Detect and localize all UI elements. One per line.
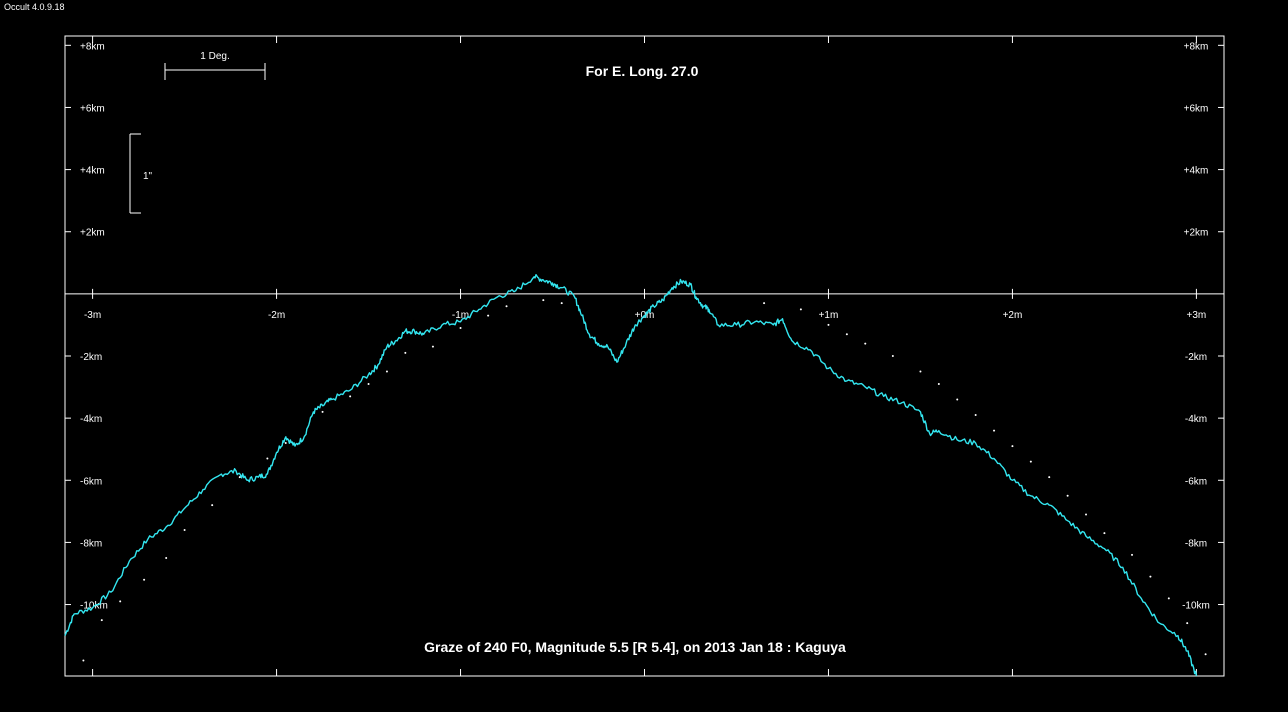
limb-dot: [993, 429, 996, 432]
limb-dot: [1204, 653, 1207, 656]
limb-dot: [937, 382, 940, 385]
y-tick-label-left: -6km: [80, 476, 102, 487]
limb-dots: [82, 299, 1207, 662]
y-tick-label-right: -8km: [1185, 538, 1207, 549]
y-tick-label-left: +2km: [80, 228, 105, 239]
limb-dot: [266, 457, 269, 460]
limb-dot: [367, 382, 370, 385]
limb-dot: [321, 410, 324, 413]
x-tick-label: +3m: [1187, 310, 1207, 321]
profile-line: [64, 274, 1198, 677]
y-tick-label-right: -6km: [1185, 476, 1207, 487]
limb-dot: [404, 351, 407, 354]
limb-dot: [487, 314, 490, 317]
y-tick-label-right: -2km: [1185, 352, 1207, 363]
limb-dot: [974, 414, 977, 417]
limb-dot: [1149, 575, 1152, 578]
y-tick-label-left: +4km: [80, 166, 105, 177]
limb-dot: [1131, 553, 1134, 556]
chart-title: For E. Long. 27.0: [586, 63, 699, 79]
y-tick-label-right: -10km: [1182, 601, 1210, 612]
axes-layer: [64, 35, 1225, 677]
y-tick-label-right: -4km: [1185, 414, 1207, 425]
limb-dot: [385, 370, 388, 373]
limb-dot: [542, 299, 545, 302]
limb-dot: [1011, 445, 1014, 448]
limb-dot: [100, 619, 103, 622]
y-tick-label-left: +8km: [80, 41, 105, 52]
limb-dot: [1066, 494, 1069, 497]
y-tick-label-left: -4km: [80, 414, 102, 425]
limb-dot: [1186, 622, 1189, 625]
x-tick-label: -2m: [268, 310, 285, 321]
x-tick-label: +1m: [819, 310, 839, 321]
limb-profile: [64, 274, 1198, 677]
limb-dot: [165, 556, 168, 559]
limb-dot: [211, 504, 214, 507]
app-title: Occult 4.0.9.18: [4, 2, 65, 12]
limb-dot: [1103, 532, 1106, 535]
limb-dot: [284, 441, 287, 444]
x-tick-label: +2m: [1003, 310, 1023, 321]
plot-frame: [64, 35, 1225, 677]
limb-dot: [560, 302, 563, 305]
chart-footer: Graze of 240 F0, Magnitude 5.5 [R 5.4], …: [424, 639, 846, 655]
y-tick-label-right: +4km: [1184, 166, 1209, 177]
limb-dot: [459, 327, 462, 330]
limb-dot: [1167, 597, 1170, 600]
y-tick-label-right: +8km: [1184, 41, 1209, 52]
limb-dot: [431, 345, 434, 348]
limb-dot: [799, 308, 802, 311]
limb-dot: [505, 305, 508, 308]
limb-dot: [1048, 476, 1051, 479]
y-tick-label-right: +6km: [1184, 103, 1209, 114]
scale-bars: 1 Deg. 1": [129, 51, 266, 214]
limb-dot: [349, 395, 352, 398]
limb-dot: [827, 323, 830, 326]
limb-dot: [1029, 460, 1032, 463]
limb-dot: [82, 659, 85, 662]
limb-dot: [1085, 513, 1088, 516]
limb-dot: [238, 476, 241, 479]
limb-dot: [119, 600, 122, 603]
limb-dot: [845, 333, 848, 336]
limb-dot: [891, 355, 894, 357]
y-tick-label-left: -8km: [80, 538, 102, 549]
limb-dot: [763, 302, 766, 305]
y-tick-label-left: +6km: [80, 103, 105, 114]
limb-dot: [143, 578, 146, 581]
y-tick-label-right: +2km: [1184, 228, 1209, 239]
limb-dot: [956, 398, 959, 401]
limb-dot: [183, 528, 186, 531]
y-tick-label-left: -2km: [80, 352, 102, 363]
horizontal-scale-label: 1 Deg.: [200, 51, 229, 62]
limb-dot: [919, 370, 922, 373]
x-tick-label: -3m: [84, 310, 101, 321]
ticks-layer: -3m -2m -1m +0m +1m +2m +3m+8km +8km+6km +6km+4k…: [65, 36, 1224, 676]
limb-dot: [864, 342, 867, 345]
x-tick-label: -1m: [452, 310, 469, 321]
vertical-scale-label: 1": [143, 171, 153, 182]
